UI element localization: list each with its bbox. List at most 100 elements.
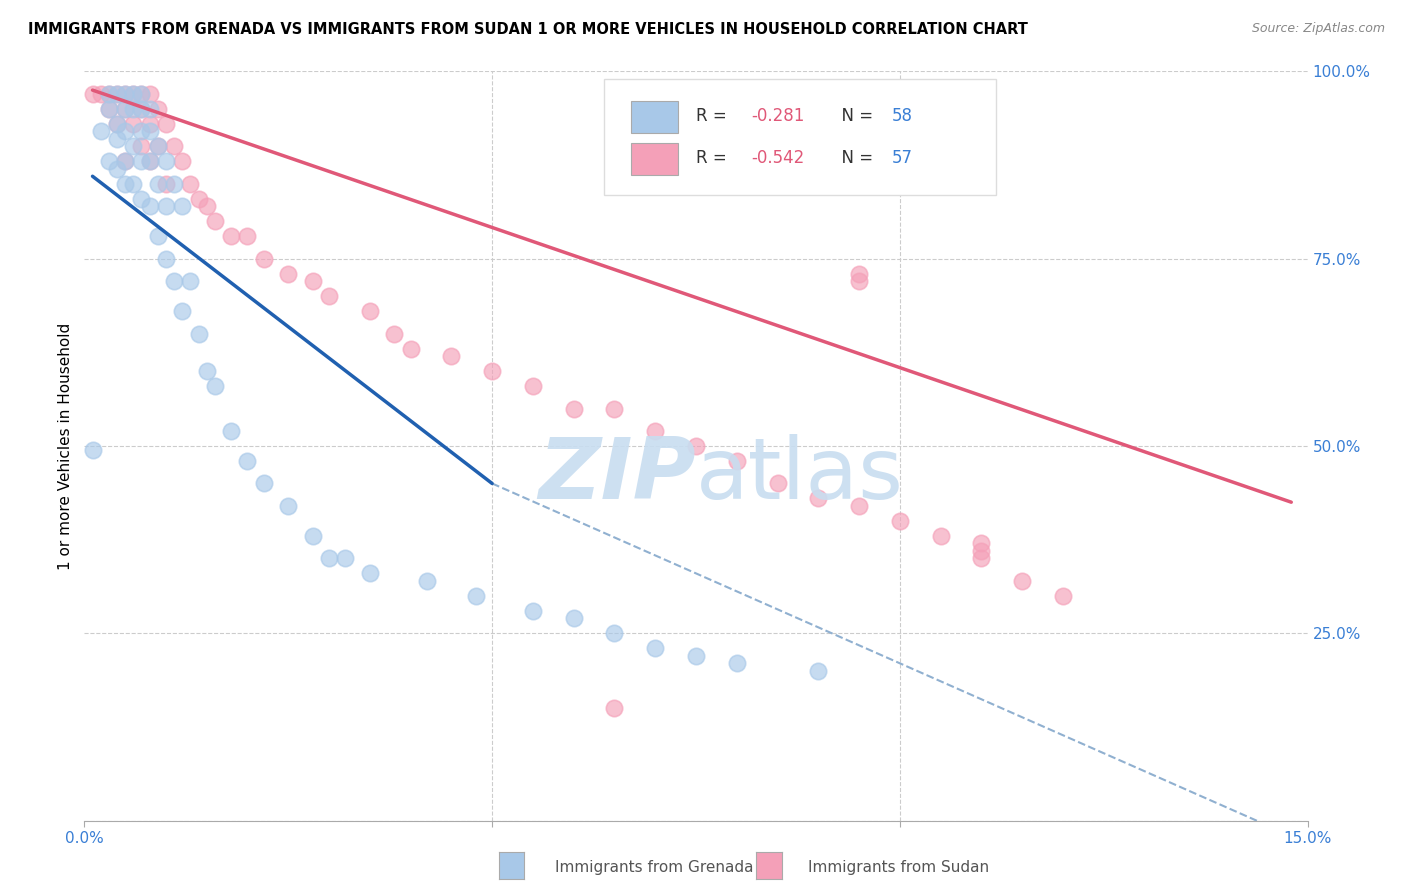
Point	[522, 604, 544, 618]
Point	[399, 342, 422, 356]
Point	[131, 124, 153, 138]
Point	[685, 439, 707, 453]
Point	[1052, 589, 1074, 603]
Point	[138, 154, 160, 169]
Point	[603, 401, 626, 416]
Point	[440, 349, 463, 363]
Point	[114, 87, 136, 101]
Point	[236, 229, 259, 244]
Point	[179, 274, 201, 288]
Text: Immigrants from Grenada: Immigrants from Grenada	[555, 860, 754, 874]
Point	[155, 252, 177, 266]
Point	[146, 177, 169, 191]
Text: R =: R =	[696, 107, 733, 125]
Point	[172, 154, 194, 169]
Point	[122, 87, 145, 101]
Point	[725, 657, 748, 671]
Text: 57: 57	[891, 149, 912, 168]
Point	[155, 177, 177, 191]
Point	[359, 566, 381, 581]
Point	[187, 326, 209, 341]
Point	[725, 454, 748, 468]
Text: -0.542: -0.542	[751, 149, 804, 168]
Point	[155, 117, 177, 131]
Point	[179, 177, 201, 191]
Point	[138, 199, 160, 213]
Point	[848, 267, 870, 281]
Point	[301, 529, 323, 543]
Point	[122, 102, 145, 116]
Point	[929, 529, 952, 543]
Point	[97, 87, 120, 101]
FancyBboxPatch shape	[631, 144, 678, 175]
Point	[155, 199, 177, 213]
Point	[90, 87, 112, 101]
Point	[146, 139, 169, 153]
Point	[848, 274, 870, 288]
Point	[644, 424, 666, 438]
Point	[970, 551, 993, 566]
Text: IMMIGRANTS FROM GRENADA VS IMMIGRANTS FROM SUDAN 1 OR MORE VEHICLES IN HOUSEHOLD: IMMIGRANTS FROM GRENADA VS IMMIGRANTS FR…	[28, 22, 1028, 37]
Point	[122, 87, 145, 101]
Point	[131, 102, 153, 116]
Point	[90, 124, 112, 138]
Point	[105, 117, 128, 131]
Point	[603, 626, 626, 640]
Point	[105, 117, 128, 131]
Point	[481, 364, 503, 378]
Text: R =: R =	[696, 149, 733, 168]
Text: atlas: atlas	[696, 434, 904, 517]
Point	[766, 476, 789, 491]
Point	[138, 154, 160, 169]
Point	[204, 379, 226, 393]
Point	[131, 87, 153, 101]
Point	[114, 124, 136, 138]
Text: Immigrants from Sudan: Immigrants from Sudan	[808, 860, 990, 874]
Text: ZIP: ZIP	[538, 434, 696, 517]
Point	[382, 326, 405, 341]
Point	[219, 424, 242, 438]
Text: 58: 58	[891, 107, 912, 125]
Point	[807, 491, 830, 506]
Point	[522, 379, 544, 393]
Point	[970, 536, 993, 550]
Point	[562, 401, 585, 416]
Point	[105, 87, 128, 101]
Point	[253, 476, 276, 491]
Point	[970, 544, 993, 558]
Point	[318, 289, 340, 303]
Point	[114, 87, 136, 101]
Point	[807, 664, 830, 678]
Point	[889, 514, 911, 528]
Text: N =: N =	[831, 107, 877, 125]
Text: -0.281: -0.281	[751, 107, 804, 125]
Point	[131, 139, 153, 153]
Point	[236, 454, 259, 468]
Point	[138, 117, 160, 131]
Y-axis label: 1 or more Vehicles in Household: 1 or more Vehicles in Household	[58, 322, 73, 570]
Point	[562, 611, 585, 625]
Point	[114, 154, 136, 169]
Point	[1011, 574, 1033, 588]
Point	[114, 102, 136, 116]
Point	[122, 139, 145, 153]
Text: N =: N =	[831, 149, 877, 168]
Point	[97, 154, 120, 169]
Point	[172, 304, 194, 318]
Point	[335, 551, 357, 566]
Point	[464, 589, 486, 603]
Point	[122, 117, 145, 131]
Point	[644, 641, 666, 656]
Point	[204, 214, 226, 228]
Point	[163, 274, 186, 288]
Point	[131, 154, 153, 169]
FancyBboxPatch shape	[631, 102, 678, 133]
Point	[187, 192, 209, 206]
Point	[82, 442, 104, 457]
Point	[138, 102, 160, 116]
Point	[359, 304, 381, 318]
Point	[318, 551, 340, 566]
Point	[146, 229, 169, 244]
Point	[114, 154, 136, 169]
Point	[131, 102, 153, 116]
